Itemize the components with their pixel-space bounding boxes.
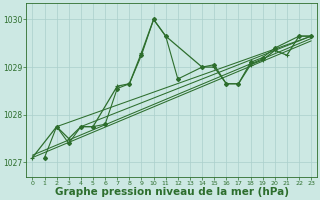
X-axis label: Graphe pression niveau de la mer (hPa): Graphe pression niveau de la mer (hPa) (55, 187, 289, 197)
